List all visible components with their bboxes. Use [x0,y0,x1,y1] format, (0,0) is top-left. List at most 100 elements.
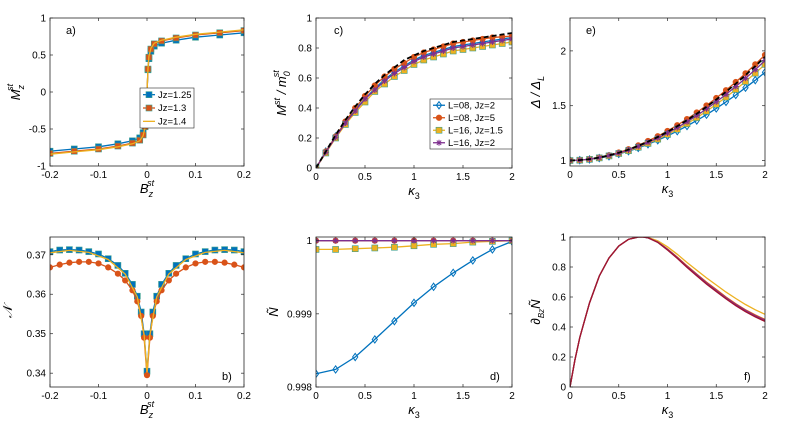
data-point [56,246,64,254]
data-point [674,124,681,131]
legend: Jz=1.25 Jz=1.3 Jz=1.4 [139,87,195,129]
x-tick-label: 2 [509,391,515,402]
series-line [316,32,512,168]
data-point [410,298,418,308]
data-point [85,258,92,265]
data-point [430,282,437,292]
data-point [435,126,443,134]
data-point [95,250,102,258]
y-tick-label: 0.37 [27,250,47,261]
y-tick-label: 0.998 [287,383,312,394]
data-point [460,43,466,50]
data-point [391,237,398,244]
y-tick-label: 1 [560,233,566,244]
data-point [114,270,122,277]
x-tick-label: 0.5 [612,170,626,181]
x-tick-label: 0.5 [358,391,372,402]
data-point [66,246,73,253]
data-point [693,112,700,119]
x-tick-label: 0 [313,391,319,402]
series-line [316,240,512,375]
data-point [761,67,765,77]
x-tick-label: 1 [665,391,671,402]
data-point [440,48,447,54]
x-tick-label: 0 [567,170,573,181]
x-tick-label: 0 [567,391,573,402]
data-point [240,248,244,255]
data-point [489,244,496,254]
data-point [479,40,486,47]
x-tick-label: 1 [411,391,417,402]
plot-area [570,237,765,387]
data-point [435,114,443,121]
data-point [450,237,457,244]
x-tick-label: 2 [762,170,768,181]
data-point [332,246,339,253]
data-point [436,139,442,146]
x-tick-label: 0 [144,170,150,181]
x-tick-label: 0.2 [237,170,251,181]
legend-entry: L=08, Jz=5 [448,113,495,124]
data-point [381,78,388,84]
series-line [50,249,244,373]
x-tick-label: 0.1 [189,391,203,402]
x-tick-label: 0.1 [189,170,203,181]
y-tick-label: 0.2 [552,353,566,364]
x-tick-label: 1.5 [456,391,470,402]
x-tick-label: 1 [411,172,417,183]
y-axis-label: Δ / ΔL [528,76,546,109]
x-tick-label: 0.2 [237,391,251,402]
data-point [202,258,209,265]
y-tick-label: 0 [40,88,46,99]
data-point [105,264,112,271]
data-point [122,277,129,284]
data-point [606,152,612,159]
data-point [332,364,339,374]
legend: L=08, Jz=2 L=08, Jz=5L=16, Jz=1.5 L=16, Jz… [429,98,513,150]
x-tick-label: -0.1 [90,170,108,181]
panel-label: d) [490,371,500,383]
data-point [761,51,765,59]
data-point [316,246,320,253]
data-point [145,91,153,98]
y-axis-label: 𝒩 [0,301,15,318]
data-point [391,243,398,251]
legend-entry: L=16, Jz=2 [448,138,495,149]
series-group [570,237,765,387]
legend-entry: Jz=1.4 [158,117,186,128]
data-point [489,237,496,244]
legend-entry: Jz=1.3 [158,103,186,114]
data-point [75,246,83,254]
data-point [342,120,349,126]
legend-entry: L=16, Jz=1.5 [448,125,503,136]
data-point [411,237,417,244]
y-tick-label: 0.8 [298,44,312,55]
data-point [66,259,73,266]
data-point [489,39,496,45]
x-axis-label: κ3 [408,183,420,201]
data-point [391,70,398,77]
data-point [703,105,710,112]
y-tick-label: 0.2 [298,134,312,145]
y-tick-label: 0.8 [552,263,566,274]
y-tick-label: 0.4 [298,104,312,115]
panel-label: e) [586,25,596,37]
x-axis-label: κ3 [662,181,674,199]
y-tick-label: 1 [306,14,312,25]
data-point [742,75,749,82]
data-point [352,237,359,244]
data-point [752,75,759,85]
data-point [469,255,477,265]
x-tick-label: 1 [665,170,671,181]
x-tick-label: 1.5 [456,172,470,183]
panel-label: c) [334,25,343,37]
x-tick-label: 0.5 [612,391,626,402]
data-point [192,250,199,258]
data-point [449,268,457,278]
y-tick-label: 0.999 [287,309,312,320]
data-point [371,244,379,252]
data-point [499,37,506,44]
